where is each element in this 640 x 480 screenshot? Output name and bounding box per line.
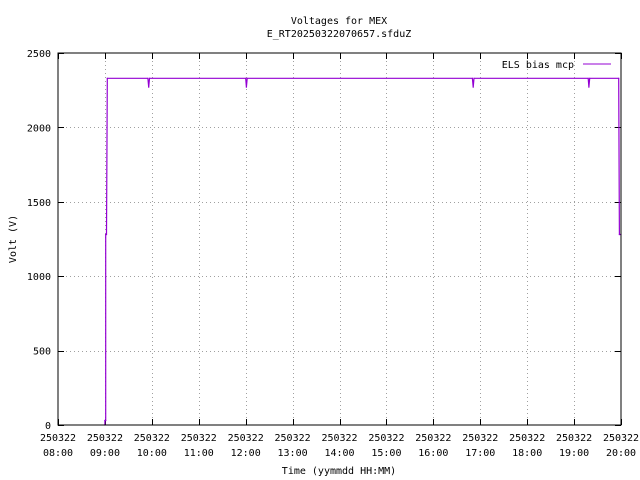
y-tick-label: 1000 — [27, 272, 51, 283]
x-tick-label-time: 17:00 — [465, 448, 495, 459]
data-point — [473, 77, 475, 79]
x-tick-label-time: 11:00 — [184, 448, 214, 459]
data-point — [618, 233, 621, 236]
x-tick-label-time: 18:00 — [512, 448, 542, 459]
x-tick-label-time: 15:00 — [371, 448, 401, 459]
y-tick-label: 500 — [33, 347, 51, 358]
x-tick-label-time: 19:00 — [559, 448, 589, 459]
x-tick-label-time: 10:00 — [137, 448, 167, 459]
x-tick-label-date: 250322 — [134, 433, 170, 444]
x-tick-label-date: 250322 — [321, 433, 357, 444]
plot-frame — [57, 52, 622, 426]
y-tick-label: 2500 — [27, 49, 51, 60]
x-tick-label-time: 12:00 — [231, 448, 261, 459]
chart-subtitle: E_RT20250322070657.sfduZ — [267, 29, 412, 40]
data-point — [246, 77, 248, 79]
data-point — [618, 77, 620, 79]
x-tick-label-time: 09:00 — [90, 448, 120, 459]
x-tick-label-date: 250322 — [509, 433, 545, 444]
x-tick-label-time: 20:00 — [606, 448, 636, 459]
data-point — [588, 86, 590, 88]
x-tick-label-time: 14:00 — [324, 448, 354, 459]
x-tick-label-time: 13:00 — [278, 448, 308, 459]
x-tick-label-date: 250322 — [368, 433, 404, 444]
data-point — [105, 419, 107, 422]
data-point — [587, 77, 589, 79]
x-tick-label-date: 250322 — [556, 433, 592, 444]
data-point — [245, 86, 247, 88]
x-tick-label-date: 250322 — [228, 433, 264, 444]
legend: ELS bias mcp — [502, 60, 611, 71]
data-point — [148, 86, 150, 88]
x-tick-label-date: 250322 — [415, 433, 451, 444]
data-point — [148, 77, 151, 79]
data-point — [589, 77, 591, 79]
x-tick-label-date: 250322 — [40, 433, 76, 444]
x-tick-label-date: 250322 — [275, 433, 311, 444]
data-point — [147, 77, 149, 79]
y-tick-label: 0 — [45, 421, 51, 432]
legend-label: ELS bias mcp — [502, 60, 574, 71]
data-point — [471, 77, 473, 79]
x-tick-label-time: 08:00 — [43, 448, 73, 459]
x-axis-label: Time (yymmdd HH:MM) — [282, 466, 396, 477]
tick-labels: 250322 08:00 250322 09:00 250322 10:00 250322 1… — [27, 49, 639, 459]
chart-title: Voltages for MEX — [291, 16, 387, 27]
x-tick-label-date: 250322 — [181, 433, 217, 444]
y-tick-label: 2000 — [27, 123, 51, 134]
data-point — [472, 86, 474, 88]
x-tick-label-date: 250322 — [603, 433, 639, 444]
y-tick-label: 1500 — [27, 198, 51, 209]
data-point — [105, 233, 108, 236]
x-tick-label-date: 250322 — [462, 433, 498, 444]
data-point — [106, 77, 108, 79]
y-axis-label: Volt (V) — [8, 215, 19, 263]
data-point — [245, 77, 247, 79]
x-tick-label-time: 16:00 — [418, 448, 448, 459]
series-layer — [104, 77, 622, 426]
x-tick-label-date: 250322 — [87, 433, 123, 444]
